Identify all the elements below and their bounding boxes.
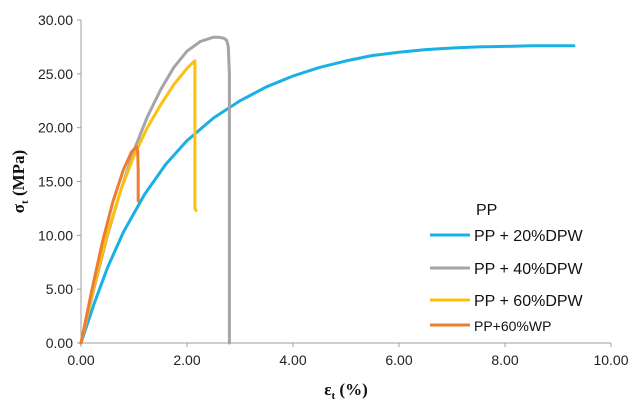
- legend-label-3: PP + 60%DPW: [474, 293, 584, 310]
- legend-label-1: PP + 20%DPW: [474, 228, 584, 245]
- y-tick-label: 5.00: [46, 281, 73, 297]
- x-tick-label: 4.00: [279, 352, 306, 368]
- y-tick-label: 0.00: [46, 335, 73, 351]
- y-tick-label: 10.00: [38, 227, 73, 243]
- legend-heading: PP: [476, 202, 497, 219]
- x-tick-label: 8.00: [491, 352, 518, 368]
- legend-label-4: PP+60%WP: [474, 318, 551, 334]
- axes: 0.00 5.00 10.00 15.00 20.00 25.00 30.00 0.00 2.0…: [38, 12, 629, 368]
- series-line-2: [79, 35, 231, 345]
- y-tick-label: 30.00: [38, 12, 73, 28]
- series-layer: [79, 35, 576, 345]
- y-tick-label: 15.00: [38, 174, 73, 190]
- legend: PP PP + 20%DPW PP + 40%DPW PP + 60%DPW PP+60…: [430, 202, 584, 334]
- x-tick-label: 10.00: [593, 352, 628, 368]
- x-axis-label: εt (%): [324, 380, 368, 402]
- y-tick-label: 20.00: [38, 120, 73, 136]
- series-line-4: [79, 145, 140, 345]
- x-tick-label: 6.00: [385, 352, 412, 368]
- y-tick-label: 25.00: [38, 66, 73, 82]
- series-line-1: [79, 44, 576, 345]
- legend-label-2: PP + 40%DPW: [474, 261, 584, 278]
- y-axis-label: σt (MPa): [9, 150, 31, 213]
- series-line-3: [79, 59, 198, 345]
- x-tick-label: 2.00: [173, 352, 200, 368]
- x-tick-label: 0.00: [67, 352, 94, 368]
